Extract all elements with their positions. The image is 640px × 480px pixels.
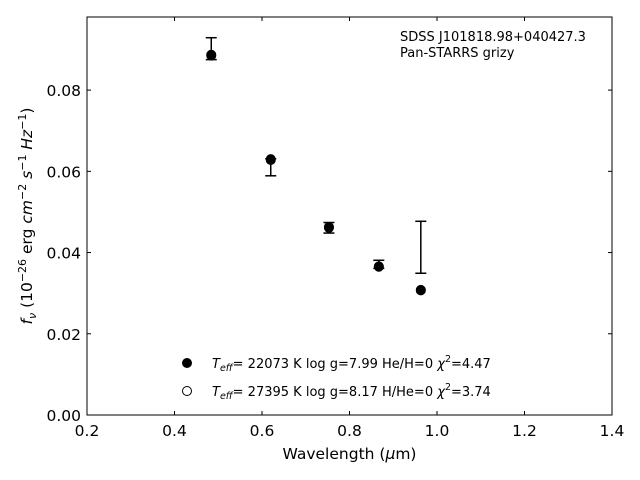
model-point-filled xyxy=(373,261,384,272)
model-point-filled xyxy=(206,49,217,60)
model-point-filled xyxy=(415,284,426,295)
legend-marker-filled xyxy=(182,358,192,368)
legend-marker-open xyxy=(182,386,192,396)
legend-label-1: Teff= 22073 K log g=7.99 He/H=0 χ2=4.47 xyxy=(212,354,491,374)
x-tick-label: 1.4 xyxy=(600,422,625,440)
x-tick-label: 1.2 xyxy=(512,422,537,440)
data-marks xyxy=(205,36,427,296)
model-point-filled xyxy=(265,154,276,165)
plot-frame xyxy=(86,16,613,416)
y-tick-label: 0.06 xyxy=(46,163,81,181)
axis-ticks: 0.2 0.4 0.6 0.8 1.0 1.2 1.4 0.00 0.02 0.04 0.06 0.0… xyxy=(46,17,624,440)
y-tick-label: 0.02 xyxy=(46,326,81,344)
annotation-object: SDSS J101818.98+040427.3 xyxy=(400,30,586,45)
y-tick-label: 0.08 xyxy=(46,82,81,100)
x-tick-label: 0.8 xyxy=(337,422,362,440)
annotation-survey: Pan-STARRS grizy xyxy=(400,46,515,61)
y-tick-label: 0.00 xyxy=(46,407,81,425)
y-axis-title: fν (10−26 erg cm−2 s−1 Hz−1) xyxy=(16,108,39,325)
model-point-filled xyxy=(323,221,334,232)
x-tick-label: 0.2 xyxy=(75,422,100,440)
x-tick-label: 0.4 xyxy=(162,422,187,440)
legend: Teff= 22073 K log g=7.99 He/H=0 χ2=4.47 … xyxy=(182,354,491,402)
y-tick-label: 0.04 xyxy=(46,245,81,263)
x-axis-title: Wavelength (μm) xyxy=(283,445,417,463)
mu-symbol: μ xyxy=(384,445,395,463)
x-tick-label: 1.0 xyxy=(425,422,450,440)
legend-label-2: Teff= 27395 K log g=8.17 H/He=0 χ2=3.74 xyxy=(212,382,491,402)
x-tick-label: 0.6 xyxy=(250,422,275,440)
